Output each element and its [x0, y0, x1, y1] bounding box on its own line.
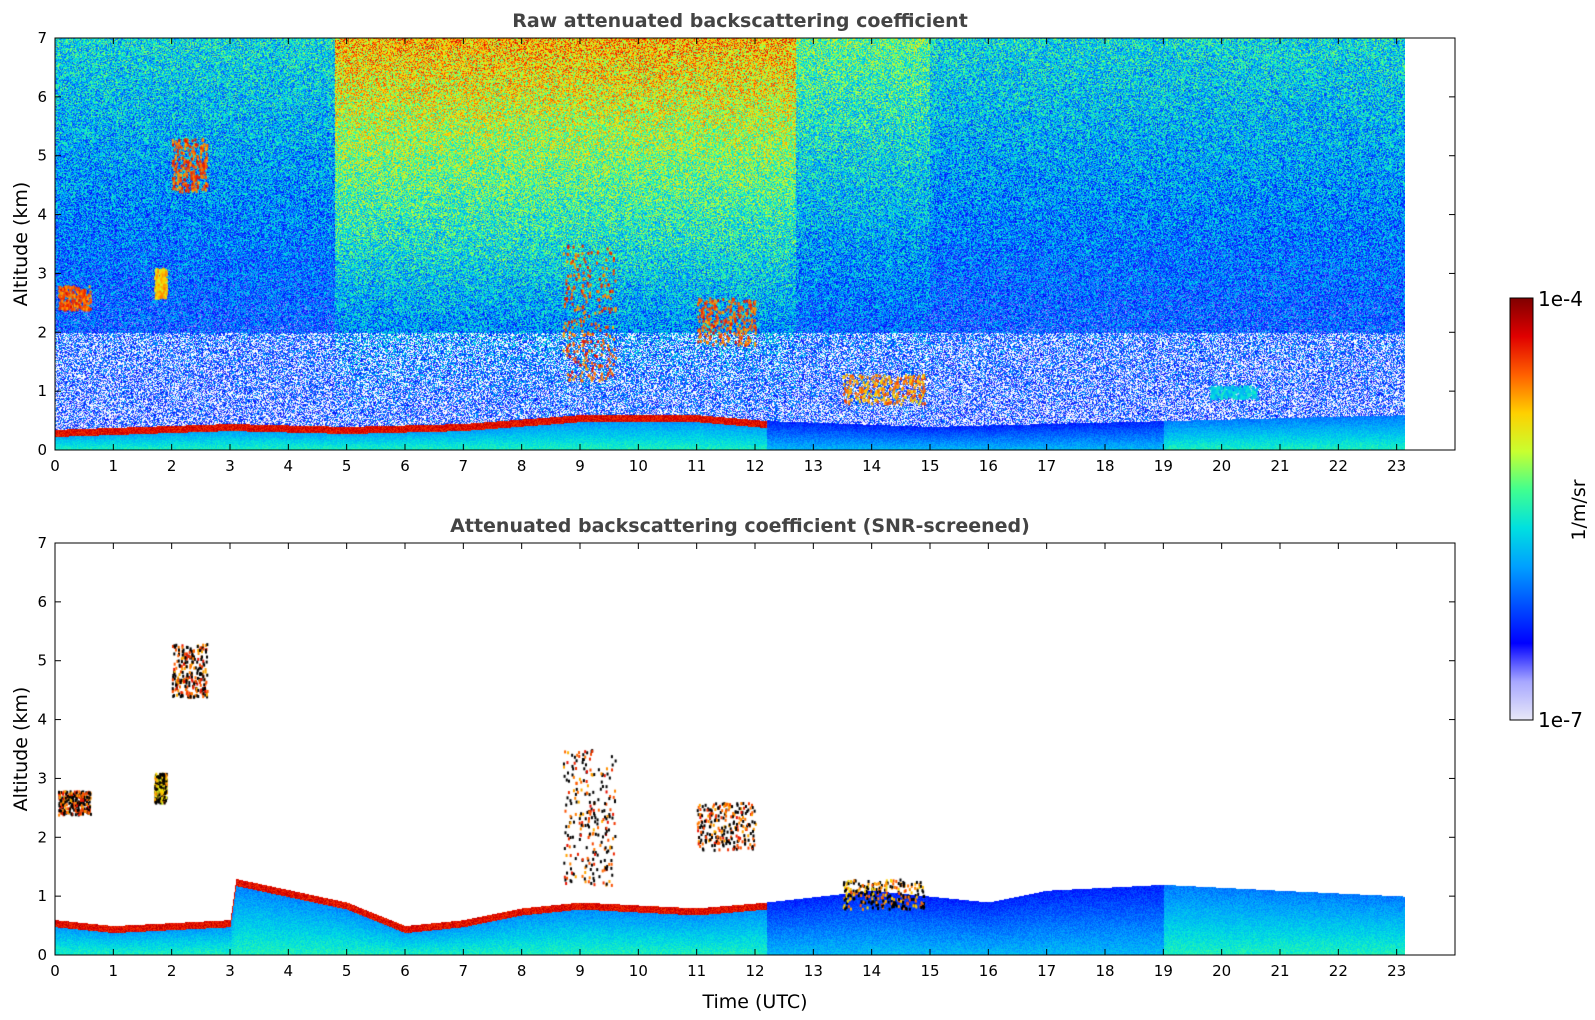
y-tick-label: 3 — [37, 769, 47, 787]
x-tick-label: 23 — [1387, 457, 1406, 475]
x-tick-label: 21 — [1270, 457, 1289, 475]
x-tick-label: 20 — [1212, 962, 1231, 980]
x-tick-label: 9 — [575, 962, 585, 980]
x-tick-label: 13 — [804, 457, 823, 475]
x-tick-label: 17 — [1037, 962, 1056, 980]
y-tick-label: 7 — [37, 534, 47, 552]
x-tick-label: 21 — [1270, 962, 1289, 980]
x-tick-label: 5 — [342, 457, 352, 475]
screened-y-axis: 0 1 2 3 4 5 6 7 — [37, 534, 1455, 964]
y-tick-label: 1 — [37, 887, 47, 905]
y-tick-label: 0 — [37, 946, 47, 964]
x-tick-label: 16 — [979, 457, 998, 475]
x-tick-label: 19 — [1154, 962, 1173, 980]
y-tick-label: 2 — [37, 323, 47, 341]
snr-screened-panel: Attenuated backscattering coefficient (S… — [10, 515, 1456, 1013]
x-tick-label: 6 — [400, 962, 410, 980]
x-tick-label: 19 — [1154, 457, 1173, 475]
heatmap-raster — [55, 38, 1405, 450]
x-tick-label: 2 — [167, 457, 177, 475]
y-tick-label: 5 — [37, 147, 47, 165]
x-tick-label: 2 — [167, 962, 177, 980]
x-tick-label: 3 — [225, 457, 235, 475]
colorbar-unit-label: 1/m/sr — [1568, 479, 1590, 540]
x-tick-label: 7 — [459, 457, 469, 475]
colorbar-min-label: 1e-7 — [1538, 708, 1583, 732]
x-tick-label: 8 — [517, 962, 527, 980]
raw-y-axis: 0 1 2 3 4 5 6 7 — [37, 29, 1455, 459]
x-tick-label: 3 — [225, 962, 235, 980]
x-tick-label: 16 — [979, 962, 998, 980]
screened-heatmap — [55, 543, 1405, 955]
colorbar: 1e-4 1e-7 1/m/sr — [1509, 287, 1590, 732]
x-tick-label: 9 — [575, 457, 585, 475]
x-tick-label: 0 — [50, 457, 60, 475]
raw-backscatter-panel: Raw attenuated backscattering coefficien… — [10, 10, 1456, 475]
x-tick-label: 5 — [342, 962, 352, 980]
x-tick-label: 13 — [804, 962, 823, 980]
y-tick-label: 3 — [37, 264, 47, 282]
screened-panel-title: Attenuated backscattering coefficient (S… — [450, 515, 1030, 537]
y-tick-label: 5 — [37, 652, 47, 670]
y-tick-label: 7 — [37, 29, 47, 47]
x-tick-label: 10 — [629, 457, 648, 475]
x-tick-label: 15 — [920, 962, 939, 980]
y-tick-label: 2 — [37, 828, 47, 846]
x-tick-label: 4 — [284, 962, 294, 980]
y-tick-label: 1 — [37, 382, 47, 400]
x-tick-label: 23 — [1387, 962, 1406, 980]
colorbar-gradient — [1509, 297, 1534, 721]
raw-x-axis: 0 1 2 3 4 5 6 7 8 9 10 11 12 13 14 15 16 17 18 19 20 21 22 23 — [50, 38, 1406, 475]
x-tick-label: 12 — [745, 457, 764, 475]
x-tick-label: 17 — [1037, 457, 1056, 475]
x-tick-label: 6 — [400, 457, 410, 475]
heatmap-raster — [55, 543, 1405, 955]
x-tick-label: 1 — [109, 962, 119, 980]
raw-panel-title: Raw attenuated backscattering coefficien… — [512, 10, 968, 32]
x-tick-label: 18 — [1095, 962, 1114, 980]
x-tick-label: 7 — [459, 962, 469, 980]
x-tick-label: 15 — [920, 457, 939, 475]
x-tick-label: 8 — [517, 457, 527, 475]
raw-heatmap — [55, 38, 1405, 450]
y-tick-label: 4 — [37, 206, 47, 224]
screened-y-axis-label: Altitude (km) — [10, 687, 32, 812]
x-tick-label: 1 — [109, 457, 119, 475]
y-tick-label: 4 — [37, 711, 47, 729]
x-tick-label: 4 — [284, 457, 294, 475]
colorbar-max-label: 1e-4 — [1538, 287, 1583, 311]
x-tick-label: 14 — [862, 962, 881, 980]
raw-y-axis-label: Altitude (km) — [10, 182, 32, 307]
y-tick-label: 6 — [37, 88, 47, 106]
x-tick-label: 22 — [1329, 962, 1348, 980]
x-tick-label: 11 — [687, 962, 706, 980]
screened-x-axis: 0 1 2 3 4 5 6 7 8 9 10 11 12 13 14 15 16 17 18 19 20 21 22 23 — [50, 543, 1406, 980]
y-tick-label: 0 — [37, 441, 47, 459]
x-tick-label: 10 — [629, 962, 648, 980]
x-tick-label: 12 — [745, 962, 764, 980]
x-tick-label: 0 — [50, 962, 60, 980]
x-axis-label: Time (UTC) — [701, 991, 807, 1013]
x-tick-label: 18 — [1095, 457, 1114, 475]
x-tick-label: 20 — [1212, 457, 1231, 475]
y-tick-label: 6 — [37, 593, 47, 611]
x-tick-label: 14 — [862, 457, 881, 475]
x-tick-label: 11 — [687, 457, 706, 475]
x-tick-label: 22 — [1329, 457, 1348, 475]
